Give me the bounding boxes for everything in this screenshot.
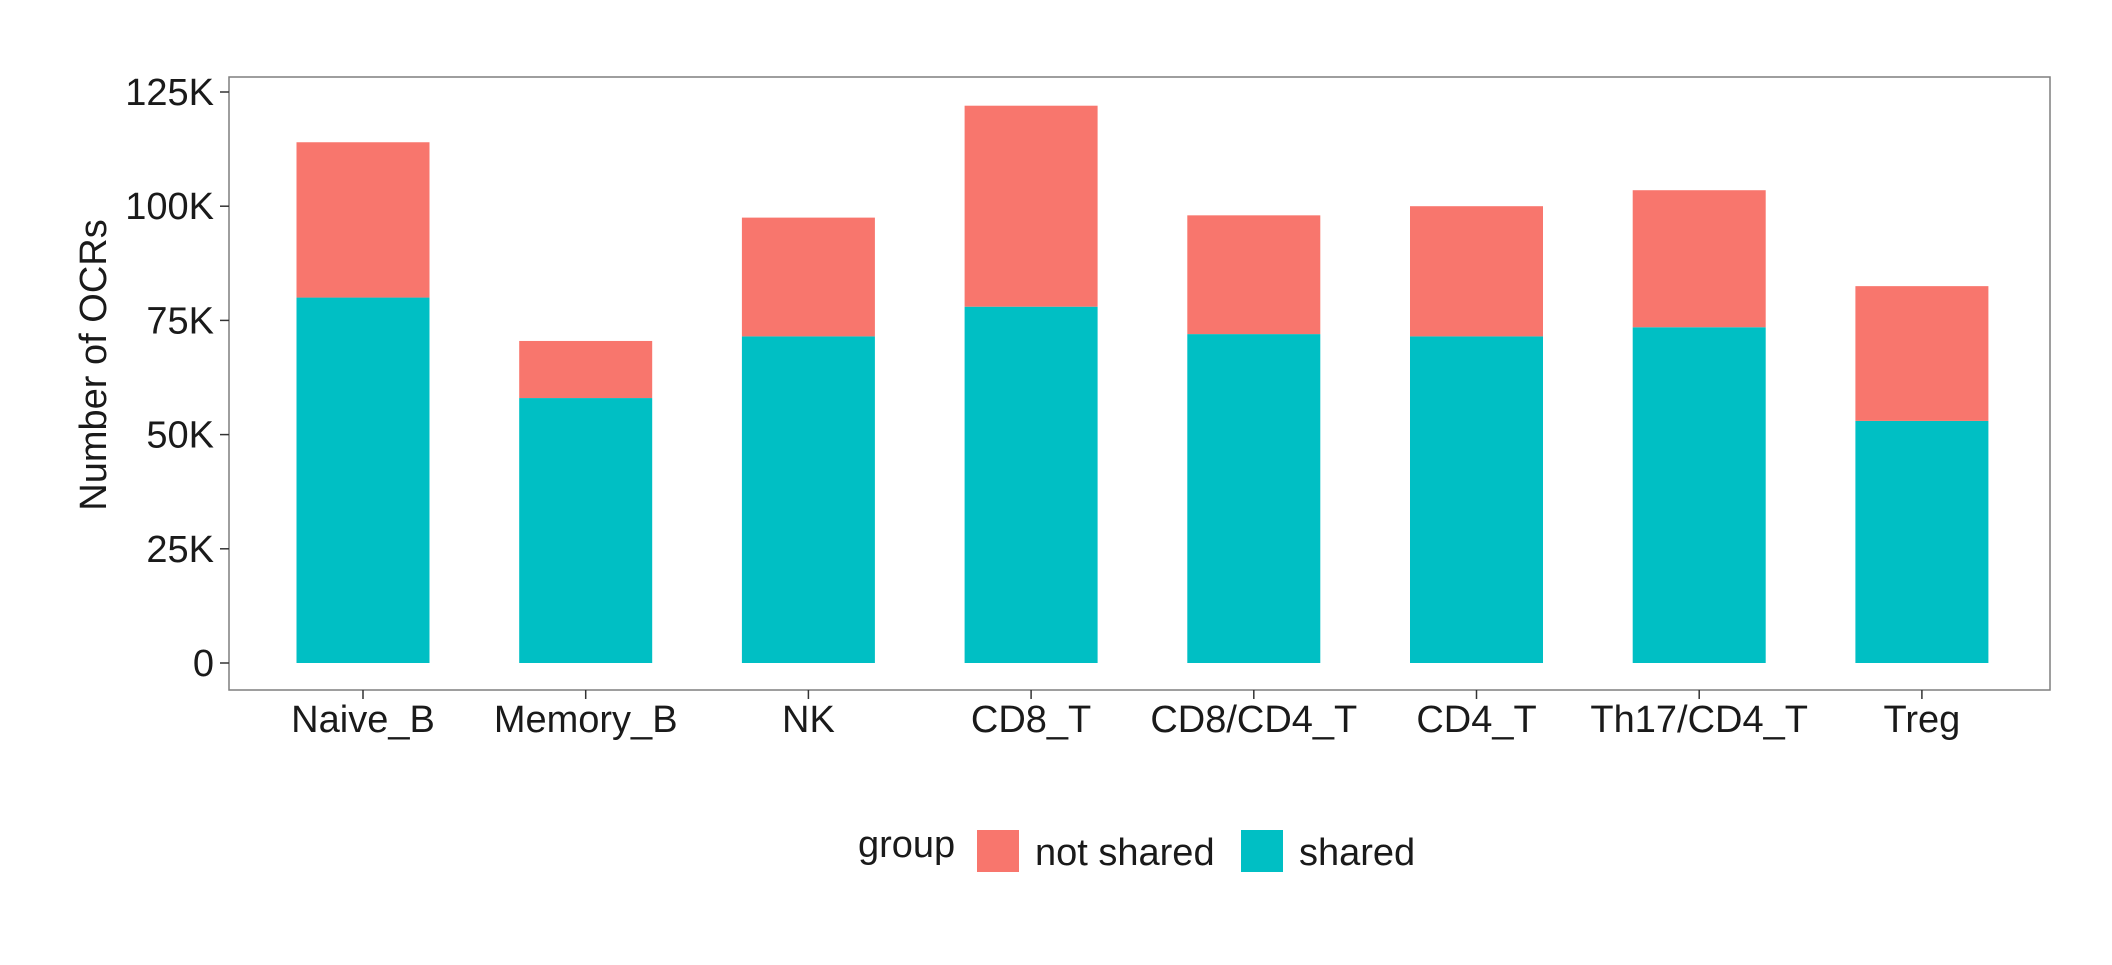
bar-shared — [1410, 336, 1543, 663]
y-tick-label: 0 — [193, 643, 214, 685]
legend: group not shared shared — [858, 824, 1415, 874]
plot-panel — [228, 76, 2051, 691]
y-tick-label: 50K — [146, 415, 214, 457]
y-axis: 0 25K 50K 75K 100K 125K — [125, 72, 229, 685]
bar-shared — [1632, 327, 1766, 663]
legend-title: group — [858, 824, 955, 866]
bar-not-shared — [296, 142, 430, 298]
bar-not-shared — [1632, 190, 1766, 328]
bar-shared — [519, 398, 653, 663]
y-tick-label: 25K — [146, 529, 214, 571]
y-tick-label: 125K — [125, 72, 214, 114]
y-tick-label: 100K — [125, 186, 214, 228]
bar-shared — [1187, 334, 1321, 663]
y-tick-label: 75K — [146, 300, 214, 342]
bar-not-shared — [1187, 215, 1321, 335]
legend-label: not shared — [1035, 832, 1215, 874]
x-tick-label: Memory_B — [494, 699, 678, 741]
x-axis: Naive_B Memory_B NK CD8_T CD8/CD4_T CD4_T Th17… — [291, 690, 1960, 741]
x-tick-label: Th17/CD4_T — [1590, 699, 1808, 741]
legend-key — [1241, 830, 1283, 872]
legend-label: shared — [1299, 832, 1415, 874]
y-axis-label: Number of OCRs — [73, 219, 115, 510]
bar-not-shared — [1410, 206, 1543, 337]
bar-not-shared — [741, 217, 875, 337]
bars-layer — [296, 105, 1989, 663]
x-tick-label: NK — [782, 699, 835, 741]
x-tick-label: Naive_B — [291, 699, 435, 741]
bar-not-shared — [964, 105, 1098, 307]
x-tick-label: CD8/CD4_T — [1150, 699, 1357, 741]
bar-shared — [1855, 420, 1989, 663]
x-tick-label: CD8_T — [971, 699, 1091, 741]
bar-shared — [296, 297, 430, 663]
bar-not-shared — [1855, 286, 1989, 421]
bar-shared — [964, 306, 1098, 663]
x-tick-label: Treg — [1884, 699, 1961, 741]
bar-shared — [741, 336, 875, 663]
x-tick-label: CD4_T — [1416, 699, 1536, 741]
legend-key — [977, 830, 1019, 872]
bar-not-shared — [519, 340, 653, 399]
